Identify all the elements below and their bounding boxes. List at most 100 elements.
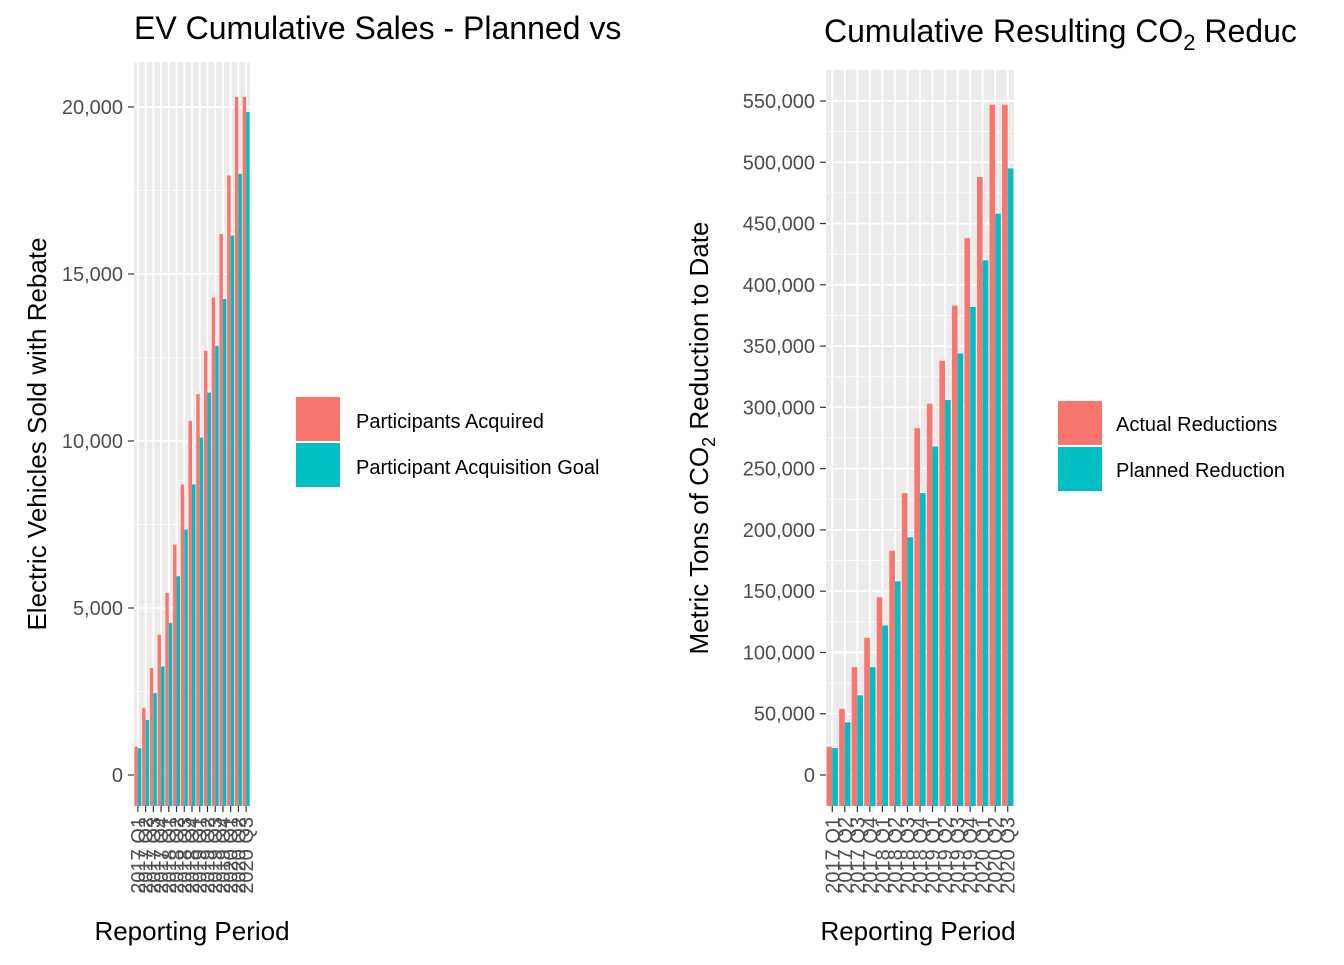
chart2-bar-planned: [857, 695, 863, 806]
chart2-x-tick-label: 2018 Q3: [897, 817, 919, 894]
chart1-x-tick-label: 2020 Q1: [221, 817, 243, 894]
chart1-y-axis-title: Electric Vehicles Sold with Rebate: [22, 237, 52, 630]
chart1-bar-planned: [238, 173, 242, 807]
chart2-bar-actual: [826, 746, 833, 806]
chart1-bar-actual: [180, 484, 185, 806]
chart2-y-tick-label: 150,000: [743, 581, 815, 603]
chart2-y-tick-label: 300,000: [743, 397, 815, 419]
chart2-legend-label-2: Planned Reduction: [1116, 460, 1285, 482]
chart2-legend: Actual Reductions Planned Reduction: [1058, 401, 1285, 491]
chart2-bar-planned: [970, 306, 976, 806]
chart2-x-axis-title: Reporting Period: [820, 916, 1015, 946]
chart2-y-tick-label: 350,000: [743, 336, 815, 358]
chart2-bar-planned: [869, 667, 876, 806]
chart2-y-tick-label: 200,000: [743, 520, 815, 542]
chart1-bar-planned: [192, 484, 196, 806]
chart1-bar-planned: [184, 529, 188, 806]
chart1-x-tick-label: 2019 Q3: [205, 817, 227, 894]
chart2-y-tick-label: 50,000: [754, 704, 815, 726]
chart1-bar-actual: [203, 350, 208, 806]
chart1-x-tick-label: 2018 Q2: [167, 817, 189, 894]
chart1-x-tick-label: 2020 Q2: [228, 817, 250, 894]
chart1-bar-actual: [234, 96, 239, 807]
chart1-y-tick-label: 15,000: [62, 264, 123, 286]
chart2-legend-key-2: [1058, 447, 1102, 491]
chart1-x-tick-label: 2017 Q3: [143, 817, 165, 894]
chart2-legend-key-1: [1058, 401, 1102, 445]
chart1-y-axis: 0 5,000 10,000 15,000 20,000: [62, 97, 134, 787]
chart2-bar-actual: [1002, 104, 1008, 806]
chart2-bar-actual: [951, 305, 958, 806]
chart2-legend-label-1: Actual Reductions: [1116, 414, 1277, 436]
chart2-bar-planned: [844, 722, 851, 806]
chart1-y-tick-label: 20,000: [62, 97, 123, 119]
chart1-x-axis-title: Reporting Period: [94, 916, 289, 946]
chart2-x-tick-label: 2017 Q3: [847, 817, 869, 894]
chart2-x-tick-label: 2019 Q1: [923, 817, 945, 894]
chart2-bar-actual: [939, 360, 946, 806]
chart1-y-tick-label: 10,000: [62, 431, 123, 453]
chart2-bar-planned: [945, 400, 951, 806]
chart2-x-tick-label: 2018 Q2: [885, 817, 907, 894]
chart1-x-tick-label: 2017 Q4: [151, 817, 173, 894]
chart1-bar-actual: [219, 233, 223, 807]
chart2-x-tick-label: 2017 Q2: [835, 817, 857, 894]
chart1-bar-actual: [242, 96, 247, 807]
chart1-bar-planned: [153, 693, 157, 806]
chart1-bar-actual: [149, 668, 154, 806]
chart2-bars: [826, 104, 1014, 807]
chart2-y-tick-label: 450,000: [743, 214, 815, 236]
chart2-bar-actual: [876, 597, 883, 806]
chart1-legend-key-1: [296, 397, 340, 441]
chart1-bar-actual: [157, 634, 162, 806]
chart2-bar-actual: [926, 403, 933, 806]
chart1-bar-planned: [207, 392, 211, 806]
chart2-y-axis-title: Metric Tons of CO2 Reduction to Date: [684, 222, 719, 655]
chart2-bar-planned: [995, 213, 1001, 806]
chart2-y-tick-label: 500,000: [743, 152, 815, 174]
chart2-bar-planned: [920, 493, 926, 806]
chart1-x-tick-label: 2020 Q3: [236, 817, 258, 894]
chart1-bars: [134, 96, 250, 807]
chart1-title: EV Cumulative Sales - Planned vs: [134, 10, 621, 46]
chart2-bar-planned: [932, 446, 939, 806]
chart1-x-tick-label: 2018 Q1: [159, 817, 181, 894]
chart2-bar-planned: [907, 537, 914, 806]
chart1-x-tick-label: 2017 Q1: [128, 817, 150, 894]
chart2-y-axis: 0 50,000 100,000 150,000 200,000 250,000 300,0…: [743, 91, 826, 787]
chart1-x-tick-label: 2017 Q2: [136, 817, 158, 894]
chart2-bar-actual: [977, 176, 983, 807]
chart1-bar-planned: [145, 719, 150, 806]
chart1-bar-planned: [215, 345, 219, 806]
chart2-title: Cumulative Resulting CO2 Reduc: [824, 13, 1297, 55]
chart1-bar-actual: [173, 544, 177, 806]
chart1-x-tick-label: 2019 Q2: [197, 817, 219, 894]
chart2-x-tick-label: 2020 Q3: [998, 817, 1020, 894]
chart2-bar-planned: [894, 581, 901, 806]
chart1-x-tick-label: 2018 Q4: [182, 817, 204, 894]
chart2-y-tick-label: 250,000: [743, 459, 815, 481]
chart2-bar-actual: [901, 493, 908, 806]
chart2-x-tick-label: 2020 Q2: [985, 817, 1007, 894]
chart2-y-tick-label: 550,000: [743, 91, 815, 113]
chart2-bar-actual: [889, 550, 895, 806]
chart2-bar-actual: [914, 428, 920, 806]
chart2-x-tick-label: 2018 Q4: [910, 817, 932, 894]
chart1-bar-actual: [196, 394, 200, 806]
chart1-bar-planned: [222, 299, 227, 806]
chart1-bar-planned: [199, 437, 204, 806]
chart2-bar-actual: [864, 637, 870, 806]
chart2-x-tick-label: 2019 Q3: [948, 817, 970, 894]
chart1-bar-planned: [230, 235, 235, 807]
chart2-bar-planned: [882, 625, 889, 806]
chart1-bar-actual: [134, 746, 138, 806]
chart2-x-tick-label: 2017 Q1: [822, 817, 844, 894]
chart1-bar-planned: [168, 623, 173, 806]
chart2-y-tick-label: 0: [804, 765, 815, 787]
chart1-bar-planned: [137, 748, 142, 806]
chart1-bar-actual: [211, 297, 216, 806]
chart1-bar-actual: [165, 592, 169, 806]
chart2-bar-actual: [851, 667, 858, 806]
chart2-x-tick-label: 2018 Q1: [872, 817, 894, 894]
